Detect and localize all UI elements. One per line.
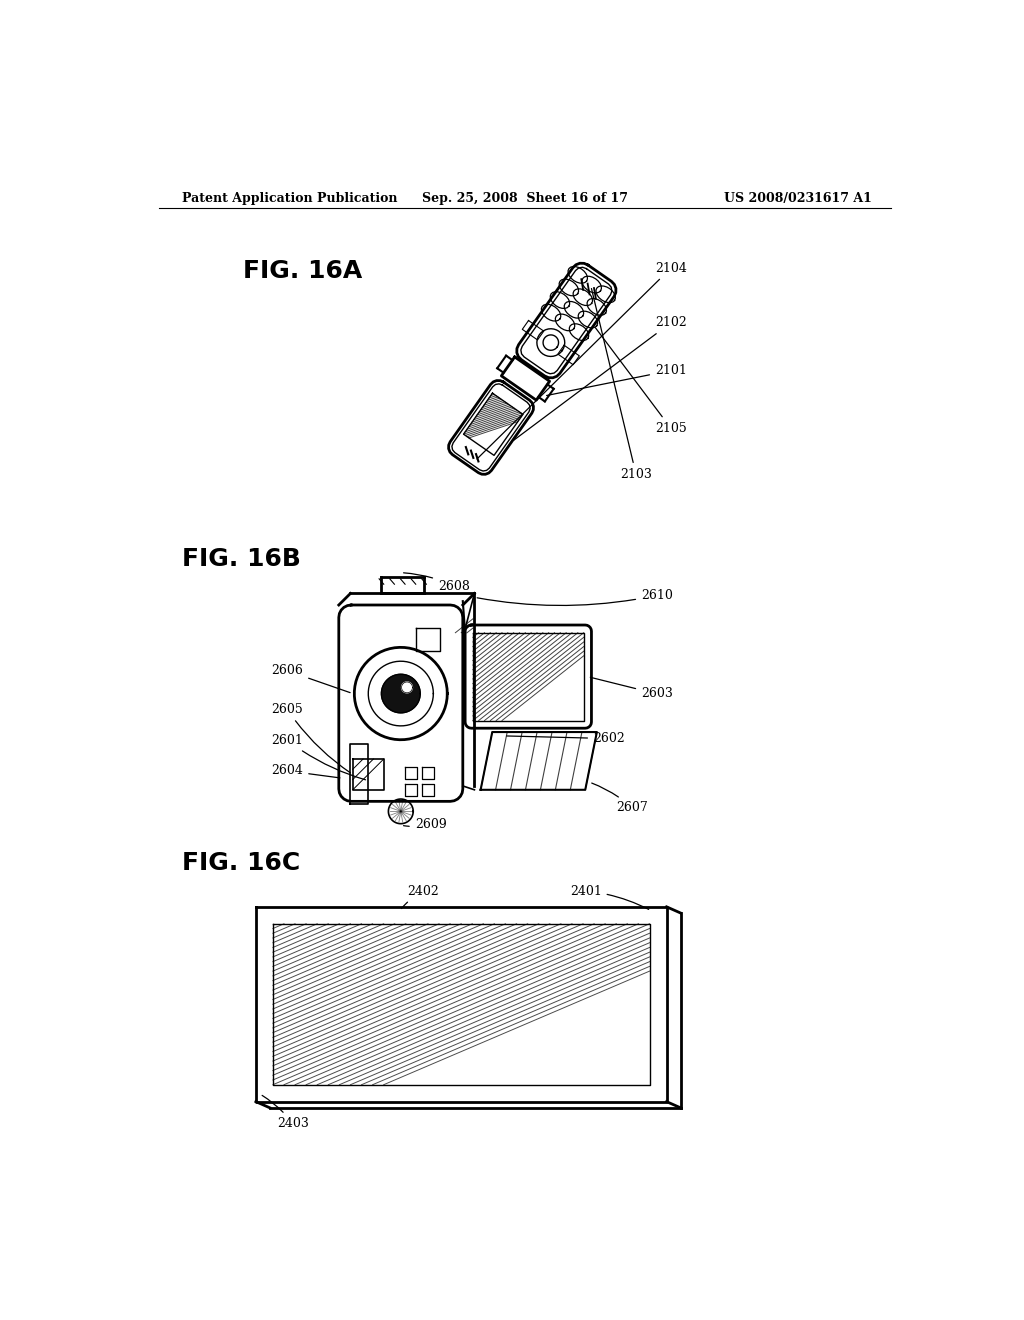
- Text: 2604: 2604: [271, 764, 340, 777]
- Text: 2103: 2103: [592, 289, 652, 480]
- Text: FIG. 16A: FIG. 16A: [243, 259, 361, 282]
- Text: 2607: 2607: [592, 783, 648, 814]
- Text: FIG. 16B: FIG. 16B: [182, 548, 301, 572]
- Polygon shape: [382, 675, 420, 713]
- Text: 2101: 2101: [547, 364, 687, 396]
- Text: 2610: 2610: [477, 589, 673, 606]
- Text: 2401: 2401: [569, 884, 648, 909]
- Text: Patent Application Publication: Patent Application Publication: [182, 191, 397, 205]
- Text: 2102: 2102: [514, 317, 687, 440]
- Text: 2105: 2105: [595, 327, 687, 434]
- Text: 2608: 2608: [403, 573, 470, 593]
- Text: 2609: 2609: [403, 818, 446, 832]
- Text: 2601: 2601: [271, 734, 366, 780]
- Text: 2403: 2403: [262, 1096, 308, 1130]
- Text: US 2008/0231617 A1: US 2008/0231617 A1: [724, 191, 872, 205]
- Polygon shape: [401, 682, 413, 693]
- Text: 2602: 2602: [507, 733, 625, 744]
- Text: 2606: 2606: [271, 664, 350, 693]
- Text: 2605: 2605: [271, 702, 350, 772]
- Text: 2603: 2603: [590, 677, 673, 701]
- Text: 2104: 2104: [477, 261, 687, 459]
- Text: Sep. 25, 2008  Sheet 16 of 17: Sep. 25, 2008 Sheet 16 of 17: [422, 191, 628, 205]
- Text: FIG. 16C: FIG. 16C: [182, 851, 300, 875]
- Text: 2402: 2402: [401, 884, 438, 908]
